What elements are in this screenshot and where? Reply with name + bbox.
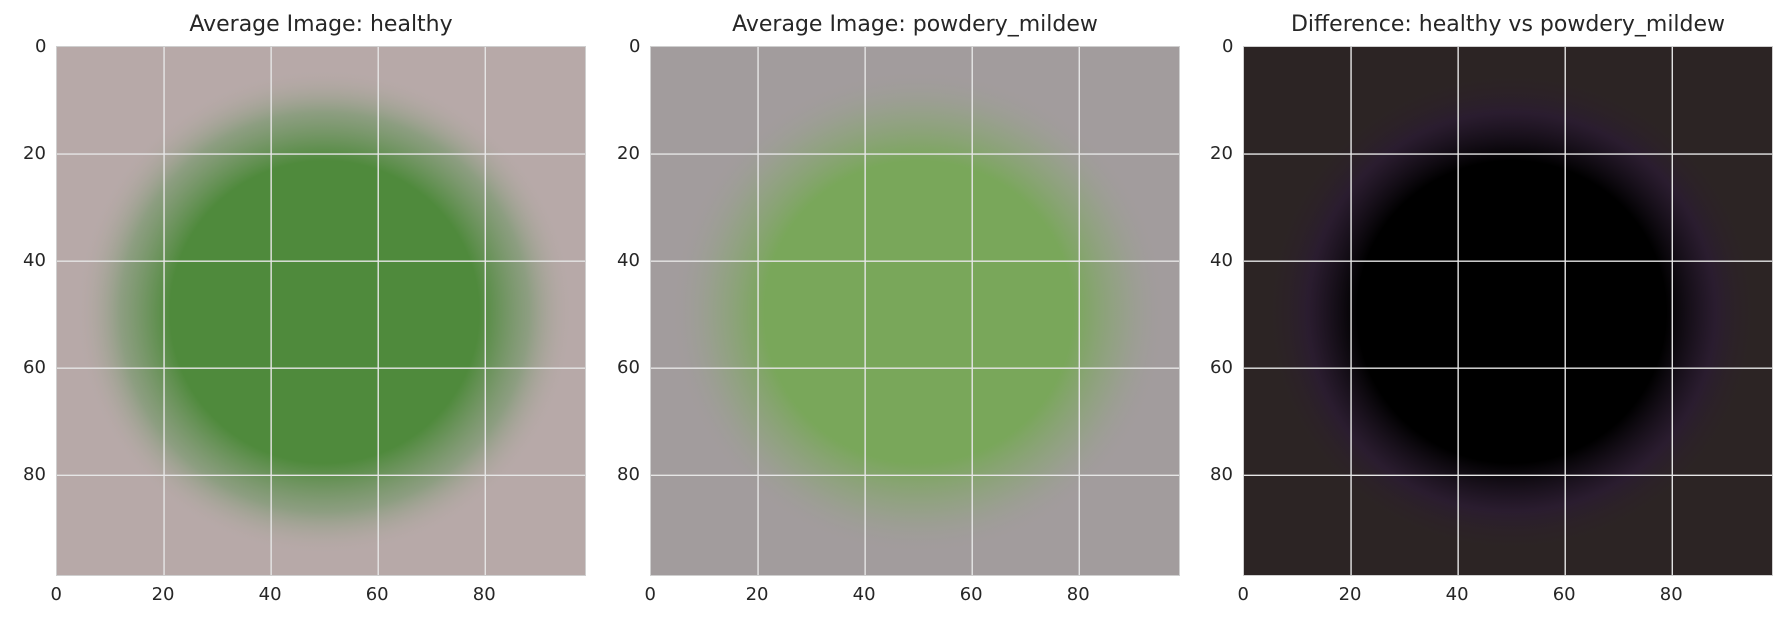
y-tick-label: 60 [23, 356, 46, 378]
x-tick-label: 40 [1445, 584, 1469, 605]
x-tick-label: 80 [1066, 584, 1090, 605]
leaf-blob [75, 68, 574, 556]
x-tick-label: 0 [50, 584, 62, 605]
image-canvas-powdery-mildew [651, 47, 1179, 575]
y-tick-label: 80 [1210, 463, 1233, 485]
x-tick-label: 60 [1552, 584, 1576, 605]
panel-title-healthy: Average Image: healthy [189, 12, 453, 37]
x-tick-label: 60 [959, 584, 983, 605]
x-tick-label: 60 [365, 584, 389, 605]
leaf-blob [1262, 68, 1761, 556]
x-tick-label: 80 [1659, 584, 1683, 605]
leaf-blob [669, 68, 1168, 556]
panel-title-powdery-mildew: Average Image: powdery_mildew [732, 12, 1098, 37]
y-tick-label: 20 [617, 142, 640, 164]
panel-title-difference: Difference: healthy vs powdery_mildew [1290, 12, 1726, 37]
x-tick-label: 20 [1338, 584, 1362, 605]
x-tick-label: 0 [1237, 584, 1249, 605]
y-tick-label: 80 [23, 463, 46, 485]
y-tick-label: 0 [1222, 35, 1234, 57]
x-tick-label: 20 [745, 584, 769, 605]
x-tick-label: 40 [258, 584, 282, 605]
y-tick-label: 20 [1210, 142, 1233, 164]
image-panel-difference [1243, 46, 1773, 576]
y-tick-label: 0 [629, 35, 641, 57]
y-tick-label: 60 [617, 356, 640, 378]
y-tick-label: 40 [617, 249, 640, 271]
image-panel-healthy [56, 46, 586, 576]
x-tick-label: 20 [151, 584, 175, 605]
y-tick-label: 40 [23, 249, 46, 271]
x-tick-label: 0 [644, 584, 656, 605]
y-tick-label: 20 [23, 142, 46, 164]
x-tick-label: 80 [472, 584, 496, 605]
x-tick-label: 40 [852, 584, 876, 605]
y-tick-label: 40 [1210, 249, 1233, 271]
image-canvas-healthy [57, 47, 585, 575]
y-tick-label: 0 [35, 35, 47, 57]
image-panel-powdery-mildew [650, 46, 1180, 576]
y-tick-label: 80 [617, 463, 640, 485]
y-tick-label: 60 [1210, 356, 1233, 378]
image-canvas-difference [1244, 47, 1772, 575]
